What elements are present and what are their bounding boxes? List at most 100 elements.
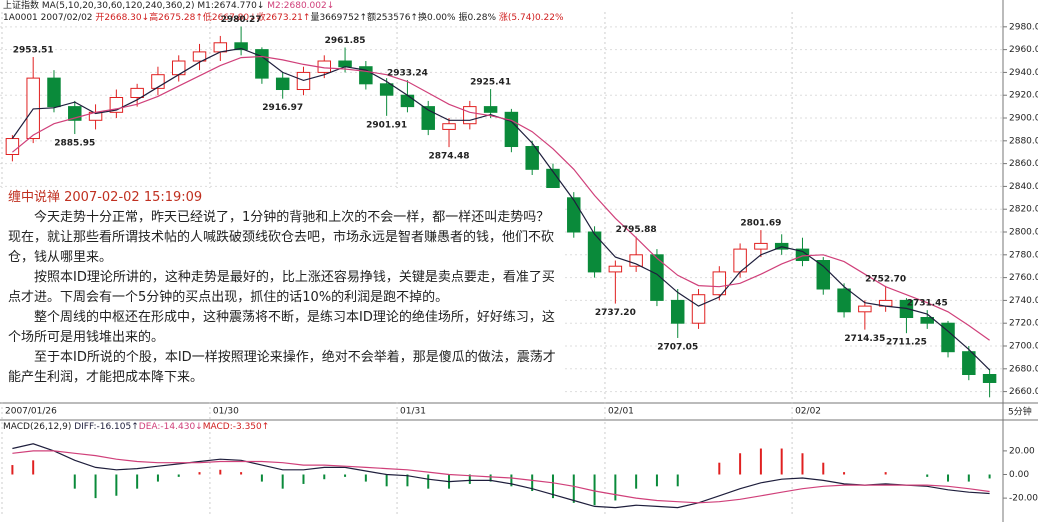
candle-body	[504, 111, 519, 148]
price-annotation: 2731.45	[907, 299, 948, 309]
candle-body	[650, 254, 664, 301]
candle-body	[47, 77, 61, 108]
candle-body	[982, 374, 997, 383]
price-annotation: 2752.70	[865, 274, 906, 284]
price-annotation: 2707.05	[657, 342, 698, 352]
header-text: 振0.28%	[458, 11, 498, 23]
price-annotation: 2795.88	[616, 225, 657, 235]
y-tick-label: 2840.00	[1009, 182, 1038, 192]
price-annotation: 2737.20	[595, 308, 636, 318]
candle-body	[525, 146, 539, 170]
note-paragraph: 整个周线的中枢还在形成中，这种震荡将不断，是练习本ID理论的绝佳场所，好好练习，…	[8, 310, 555, 345]
ma-line	[12, 55, 990, 341]
note-paragraph: 至于本ID所说的个股，本ID一样按照理论来操作，绝对不会举着，那是傻瓜的做法，震…	[8, 350, 556, 385]
header-line: 1A0001 2007/02/02 开2668.30↓高2675.28↑低266…	[3, 11, 564, 23]
macd-line	[12, 443, 990, 509]
price-annotation: 2961.85	[325, 36, 366, 46]
note-paragraph: 按照本ID理论所讲的，这种走势是最好的，比上涨还容易挣钱，关键是卖点要走，看准了…	[8, 270, 555, 305]
y-tick-label: 2820.00	[1009, 205, 1038, 215]
note-paragraph: 今天走势十分正常，昨天已经说了，1分钟的背驰和上次的不会一样，都一样还叫走势吗？…	[8, 210, 555, 265]
period-label: 5分钟	[1008, 406, 1032, 418]
candle-body	[567, 197, 581, 233]
header-text: 收2673.21↑	[257, 11, 311, 23]
candle-body	[608, 265, 623, 273]
y-tick-label: 2900.00	[1009, 114, 1038, 124]
price-annotation: 2953.51	[13, 46, 54, 56]
header-text: MACD:-3.350↑	[203, 422, 270, 432]
x-tick-label: 01/31	[400, 407, 426, 417]
candle-body	[483, 106, 498, 113]
price-annotation: 2933.24	[387, 69, 428, 79]
price-annotation: 2874.48	[429, 152, 470, 162]
header-text: DEA:-14.430↓	[139, 422, 203, 432]
candle-body	[629, 254, 643, 267]
candle-body	[858, 305, 872, 313]
y-tick-label: 2680.00	[1009, 364, 1038, 374]
candle-body	[463, 106, 477, 125]
candle-body	[691, 294, 706, 324]
y-tick-label: 0.00	[1009, 470, 1029, 480]
candle-body	[192, 51, 207, 62]
macd-line	[12, 450, 990, 504]
y-tick-label: -20.00	[1009, 494, 1038, 504]
y-tick-label: 2760.00	[1009, 273, 1038, 283]
header-text: M2:2680.002↓	[264, 1, 334, 11]
candle-body	[670, 299, 685, 324]
header-line: MACD(26,12,9) DIFF:-16.105↑DEA:-14.430↓M…	[3, 422, 269, 432]
price-annotation: 2885.95	[54, 139, 95, 149]
candle-body	[920, 317, 934, 324]
candle-body	[795, 248, 810, 262]
y-tick-label: 20.00	[1009, 446, 1035, 456]
candle-body	[379, 83, 394, 96]
candle-body	[213, 42, 228, 53]
x-tick-label: 2007/01/26	[5, 407, 57, 417]
candle-body	[754, 242, 768, 250]
candle-body	[255, 49, 269, 79]
candle-body	[837, 288, 851, 313]
y-tick-label: 2800.00	[1009, 228, 1038, 238]
price-annotation: 2980.27	[221, 15, 262, 25]
header-text: 量3669752↑	[310, 12, 367, 23]
header-text: 换0.00%	[418, 11, 458, 23]
note: 缠中说禅 2007-02-02 15:19:09 今天走势十分正常，昨天已经说了…	[0, 188, 562, 402]
y-tick-label: 2780.00	[1009, 250, 1038, 260]
candle-body	[400, 94, 415, 108]
header-line: 上证指数 MA(5,10,20,30,60,120,240,360,2) M1:…	[3, 0, 334, 11]
price-annotation: 2901.91	[366, 120, 407, 130]
y-tick-label: 2860.00	[1009, 159, 1038, 169]
candle-body	[587, 231, 602, 273]
candle-body	[421, 106, 435, 130]
candle-body	[712, 271, 727, 296]
y-tick-label: 2920.00	[1009, 91, 1038, 101]
candle-body	[338, 60, 352, 68]
y-tick-label: 2720.00	[1009, 319, 1038, 329]
header-text: 开2668.30↓	[95, 12, 149, 23]
candle-body	[130, 87, 144, 98]
candle-body	[816, 260, 831, 290]
candle-body	[151, 74, 165, 89]
y-tick-label: 2980.00	[1009, 22, 1038, 32]
price-annotation: 2801.69	[740, 219, 781, 229]
candle-body	[275, 77, 290, 91]
header-text: 高2675.28↑	[149, 11, 203, 23]
y-tick-label: 2700.00	[1009, 342, 1038, 352]
y-tick-label: 2940.00	[1009, 68, 1038, 78]
header-text: DIFF:-16.105↑	[74, 422, 139, 432]
header-text: M1:2674.770↓	[197, 1, 264, 11]
candle-body	[234, 42, 248, 51]
x-tick-label: 02/01	[608, 407, 634, 417]
header-text: 上证指数 MA(5,10,20,30,60,120,240,360,2)	[3, 0, 197, 11]
y-tick-label: 2960.00	[1009, 45, 1038, 55]
price-annotation: 2714.35	[844, 334, 885, 344]
header-text: 低2667.80↓	[203, 11, 257, 23]
y-tick-label: 2880.00	[1009, 136, 1038, 146]
price-annotation: 2916.97	[262, 103, 303, 113]
x-tick-label: 01/30	[213, 407, 239, 417]
header-text: 1A0001 2007/02/02	[3, 13, 95, 23]
y-tick-label: 2660.00	[1009, 387, 1038, 397]
header-text: 额253576↑	[367, 11, 418, 23]
candle-body	[442, 123, 456, 130]
y-tick-label: 2740.00	[1009, 296, 1038, 306]
price-annotation: 2711.25	[886, 338, 927, 348]
